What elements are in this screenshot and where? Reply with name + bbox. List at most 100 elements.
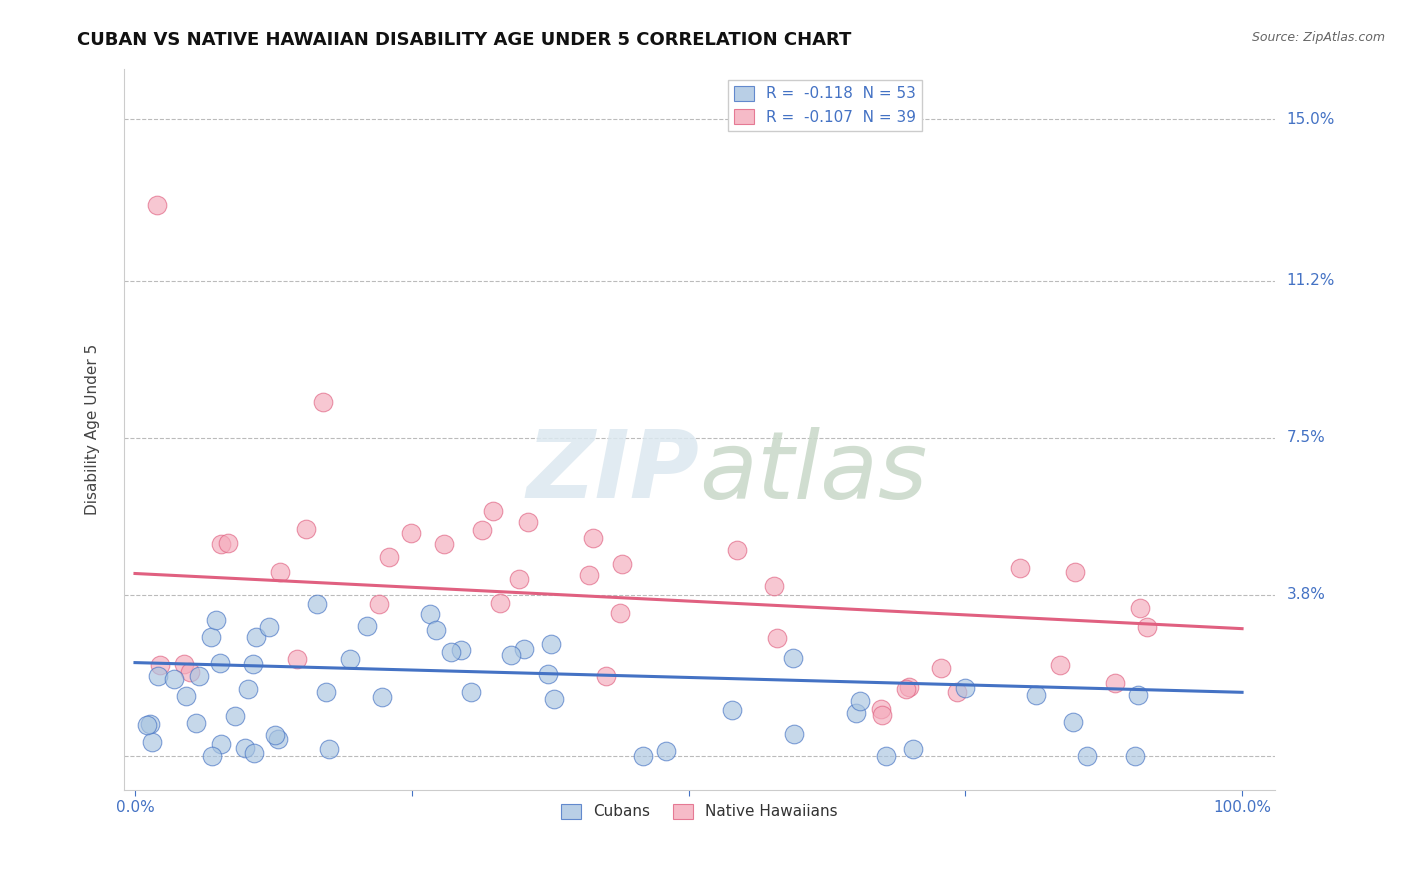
Point xyxy=(537,667,560,681)
Point xyxy=(186,715,208,730)
Point xyxy=(224,708,246,723)
Point xyxy=(929,661,952,675)
Point xyxy=(543,691,565,706)
Point xyxy=(315,685,337,699)
Point xyxy=(901,742,924,756)
Point xyxy=(208,657,231,671)
Point xyxy=(200,630,222,644)
Point xyxy=(209,738,232,752)
Point xyxy=(955,681,977,695)
Point xyxy=(266,731,288,746)
Point xyxy=(201,748,224,763)
Point xyxy=(356,619,378,633)
Point xyxy=(148,669,170,683)
Point xyxy=(482,504,505,518)
Point xyxy=(946,685,969,699)
Point xyxy=(294,522,316,536)
Point xyxy=(581,531,603,545)
Point xyxy=(1076,748,1098,763)
Point xyxy=(264,728,287,742)
Text: ZIP: ZIP xyxy=(527,426,700,518)
Point xyxy=(233,740,256,755)
Point xyxy=(516,515,538,529)
Point xyxy=(149,658,172,673)
Text: 15.0%: 15.0% xyxy=(1286,112,1334,127)
Point xyxy=(849,694,872,708)
Point xyxy=(312,395,335,409)
Point xyxy=(217,536,239,550)
Point xyxy=(238,681,260,696)
Point xyxy=(1049,657,1071,672)
Point xyxy=(1104,676,1126,690)
Point xyxy=(174,690,197,704)
Point xyxy=(339,652,361,666)
Point xyxy=(1010,560,1032,574)
Point xyxy=(173,657,195,672)
Point xyxy=(727,543,749,558)
Text: 11.2%: 11.2% xyxy=(1286,273,1334,288)
Point xyxy=(318,742,340,756)
Point xyxy=(540,637,562,651)
Point xyxy=(471,523,494,537)
Point xyxy=(1062,715,1084,730)
Point xyxy=(782,651,804,665)
Point xyxy=(450,643,472,657)
Legend: Cubans, Native Hawaiians: Cubans, Native Hawaiians xyxy=(555,797,844,826)
Point xyxy=(136,718,159,732)
Point xyxy=(269,565,291,579)
Y-axis label: Disability Age Under 5: Disability Age Under 5 xyxy=(86,343,100,515)
Point xyxy=(870,701,893,715)
Point xyxy=(609,606,631,620)
Point xyxy=(894,681,917,696)
Point xyxy=(378,549,401,564)
Text: atlas: atlas xyxy=(700,427,928,518)
Point xyxy=(783,727,806,741)
Point xyxy=(440,645,463,659)
Point xyxy=(368,597,391,611)
Point xyxy=(721,703,744,717)
Point xyxy=(1129,601,1152,615)
Point xyxy=(610,557,633,571)
Point xyxy=(146,198,169,212)
Point xyxy=(501,648,523,663)
Point xyxy=(845,706,868,721)
Point xyxy=(578,568,600,582)
Point xyxy=(1126,688,1149,702)
Point xyxy=(285,652,308,666)
Point xyxy=(1025,688,1047,702)
Point xyxy=(307,597,329,611)
Point xyxy=(460,685,482,699)
Point xyxy=(245,630,267,644)
Point xyxy=(243,747,266,761)
Point xyxy=(141,735,163,749)
Point xyxy=(763,579,786,593)
Point xyxy=(513,642,536,657)
Point xyxy=(897,681,920,695)
Point xyxy=(872,707,894,722)
Point xyxy=(209,537,232,551)
Point xyxy=(399,525,422,540)
Point xyxy=(1136,620,1159,634)
Point xyxy=(163,672,186,686)
Point xyxy=(508,572,530,586)
Point xyxy=(204,614,226,628)
Point xyxy=(179,665,201,679)
Point xyxy=(432,537,454,551)
Point xyxy=(633,748,655,763)
Point xyxy=(242,657,264,671)
Point xyxy=(425,623,447,637)
Point xyxy=(187,669,209,683)
Point xyxy=(1125,748,1147,763)
Point xyxy=(419,607,441,621)
Point xyxy=(139,716,162,731)
Point xyxy=(595,669,617,683)
Point xyxy=(655,744,678,758)
Point xyxy=(489,596,512,610)
Text: CUBAN VS NATIVE HAWAIIAN DISABILITY AGE UNDER 5 CORRELATION CHART: CUBAN VS NATIVE HAWAIIAN DISABILITY AGE … xyxy=(77,31,852,49)
Text: 7.5%: 7.5% xyxy=(1286,430,1324,445)
Point xyxy=(371,690,394,705)
Point xyxy=(1063,566,1085,580)
Point xyxy=(875,748,897,763)
Point xyxy=(259,619,281,633)
Text: 3.8%: 3.8% xyxy=(1286,587,1326,602)
